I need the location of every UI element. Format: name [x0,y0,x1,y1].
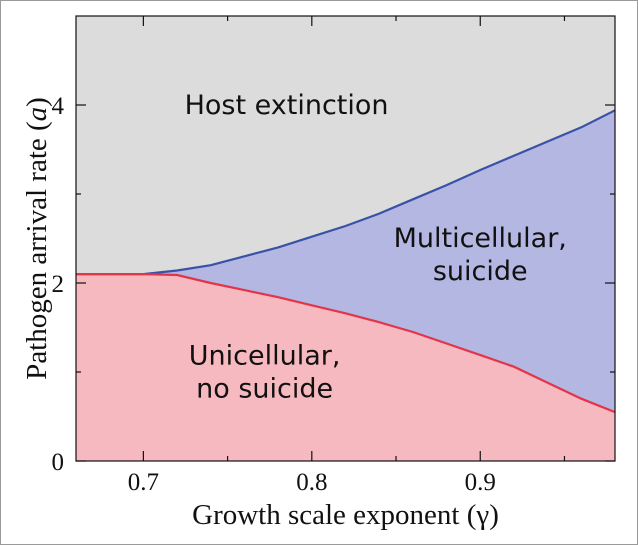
region-label-line: no suicide [196,374,333,405]
region-label: Unicellular, no suicide [189,341,341,405]
y-tick-label: 2 [52,271,65,298]
region-label: Multicellular, suicide [394,223,567,287]
y-axis-ticks: 0 2 4 [52,93,615,476]
x-axis-title: Growth scale exponent (γ) [192,499,499,531]
region-label-line: Multicellular, [394,223,567,254]
x-tick-label: 0.7 [128,469,159,496]
x-axis-ticks: 0.7 0.8 0.9 [128,16,566,496]
region-labels: Host extinction Multicellular, suicide Unic… [185,90,567,405]
multicellular-suicide-region [76,110,615,413]
y-axis-title: Pathogen arrival rate (a) [21,97,53,380]
y-axis-title-main: Pathogen arrival rate ( [21,121,53,379]
y-tick-label: 0 [52,449,65,476]
y-axis-title-variable: a [21,107,53,122]
y-axis-title-close: ) [21,97,53,107]
upper-boundary-line [76,109,616,276]
y-tick-label: 4 [52,93,65,120]
unicellular-no-suicide-region [76,274,615,461]
x-tick-label: 0.9 [465,469,496,496]
region-label-line: Host extinction [185,90,389,121]
plot-area [76,16,616,461]
region-label-line: suicide [433,256,528,287]
axes-box [75,15,616,462]
lower-boundary-line [76,273,616,414]
x-tick-label: 0.8 [296,469,327,496]
host-extinction-region [76,16,615,275]
region-label-line: Unicellular, [189,341,341,372]
region-label: Host extinction [185,90,389,121]
